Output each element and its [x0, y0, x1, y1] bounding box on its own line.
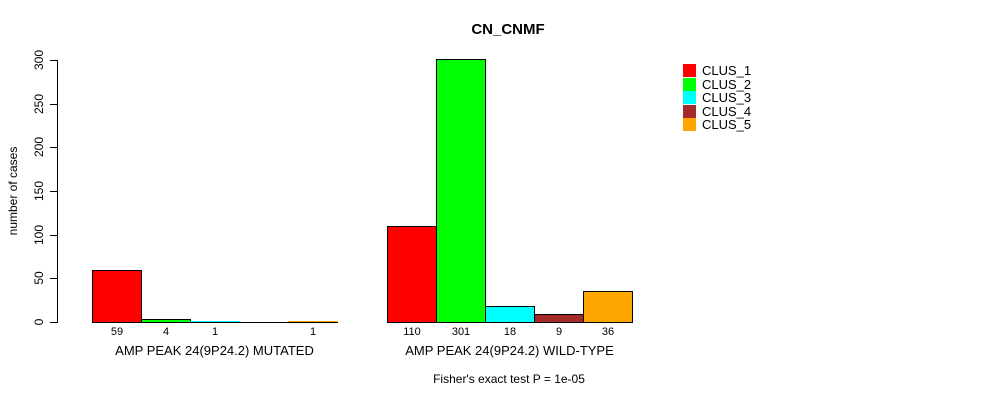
legend-label: CLUS_5 — [702, 117, 752, 132]
y-axis-tick — [50, 191, 57, 192]
y-axis-tick — [50, 278, 57, 279]
legend-swatch — [683, 78, 696, 91]
legend-item-clus_4: CLUS_4 — [683, 104, 752, 119]
y-axis-tick — [50, 147, 57, 148]
legend-label: CLUS_4 — [702, 104, 752, 119]
chart-title: CN_CNMF — [471, 21, 545, 38]
legend-item-clus_5: CLUS_5 — [683, 117, 752, 132]
y-tick-label: 250 — [32, 93, 46, 115]
bar-clus_3-group2 — [485, 306, 535, 322]
legend-swatch — [683, 64, 696, 77]
bar-value-label: 1 — [309, 326, 317, 338]
y-tick-label: 0 — [32, 318, 46, 326]
bar-value-label: 301 — [451, 326, 471, 338]
bar-clus_1-group2 — [387, 226, 437, 322]
y-axis-tick — [50, 104, 57, 105]
bar-value-label: 59 — [110, 326, 124, 338]
bar-clus_5-group1 — [288, 321, 338, 322]
bar-value-label: 9 — [555, 326, 563, 338]
y-axis-tick — [50, 322, 57, 323]
legend-label: CLUS_3 — [702, 90, 752, 105]
bar-value-label: 18 — [503, 326, 517, 338]
y-tick-label: 50 — [32, 271, 46, 285]
bar-clus_1-group1 — [92, 270, 142, 322]
legend-item-clus_3: CLUS_3 — [683, 90, 752, 105]
bar-value-label: 36 — [601, 326, 615, 338]
bar-clus_2-group2 — [436, 59, 486, 322]
legend-item-clus_2: CLUS_2 — [683, 77, 752, 92]
y-tick-label: 300 — [32, 49, 46, 71]
y-axis-tick — [50, 60, 57, 61]
y-axis-title: number of cases — [6, 146, 20, 236]
bar-value-label: 1 — [211, 326, 219, 338]
annotation-fisher-test: Fisher's exact test P = 1e-05 — [433, 372, 585, 386]
x-axis-group-label: AMP PEAK 24(9P24.2) WILD-TYPE — [405, 343, 614, 358]
bar-clus_2-group1 — [141, 319, 191, 322]
y-axis-line — [57, 60, 58, 323]
group-axis-line — [387, 322, 633, 323]
bar-clus_3-group1 — [190, 321, 240, 322]
legend-swatch — [683, 91, 696, 104]
bar-value-label: 110 — [403, 326, 421, 338]
bar-value-label: 4 — [162, 326, 170, 338]
bar-clus_4-group2 — [534, 314, 584, 322]
y-axis-tick — [50, 235, 57, 236]
y-tick-label: 150 — [32, 180, 46, 202]
y-tick-label: 100 — [32, 224, 46, 246]
legend-swatch — [683, 105, 696, 118]
legend-label: CLUS_2 — [702, 77, 752, 92]
legend-swatch — [683, 118, 696, 131]
y-tick-label: 200 — [32, 136, 46, 158]
legend-label: CLUS_1 — [702, 63, 752, 78]
bar-clus_5-group2 — [583, 291, 633, 322]
x-axis-group-label: AMP PEAK 24(9P24.2) MUTATED — [115, 343, 314, 358]
legend-item-clus_1: CLUS_1 — [683, 63, 752, 78]
group-axis-line — [92, 322, 338, 323]
